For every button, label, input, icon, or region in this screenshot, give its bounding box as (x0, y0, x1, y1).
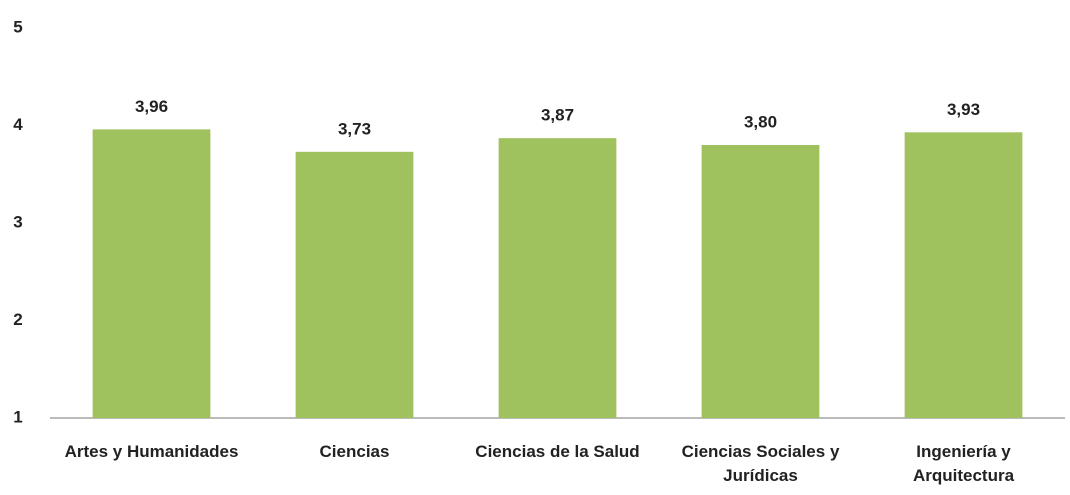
x-tick-label: Ciencias (319, 442, 390, 461)
bar (498, 138, 617, 419)
y-tick-label: 3 (13, 212, 22, 231)
value-label: 3,96 (135, 97, 168, 116)
bar (904, 132, 1023, 418)
x-tick-label: Artes y Humanidades (64, 442, 239, 461)
value-label: 3,93 (947, 100, 980, 119)
bar (295, 151, 414, 418)
value-label: 3,80 (744, 112, 777, 131)
bar (92, 129, 211, 418)
x-tick-label: Ingeniería y Arquitectura (912, 442, 1015, 485)
x-tick-label: Ciencias de la Salud (475, 442, 640, 461)
bar (701, 145, 820, 418)
y-tick-label: 1 (13, 407, 22, 426)
y-tick-label: 5 (13, 17, 22, 36)
y-tick-label: 4 (13, 115, 23, 134)
value-label: 3,73 (338, 119, 371, 138)
value-label: 3,87 (541, 106, 574, 125)
y-tick-label: 2 (13, 310, 22, 329)
x-tick-label: Ciencias Sociales y Jurídicas (681, 442, 840, 485)
